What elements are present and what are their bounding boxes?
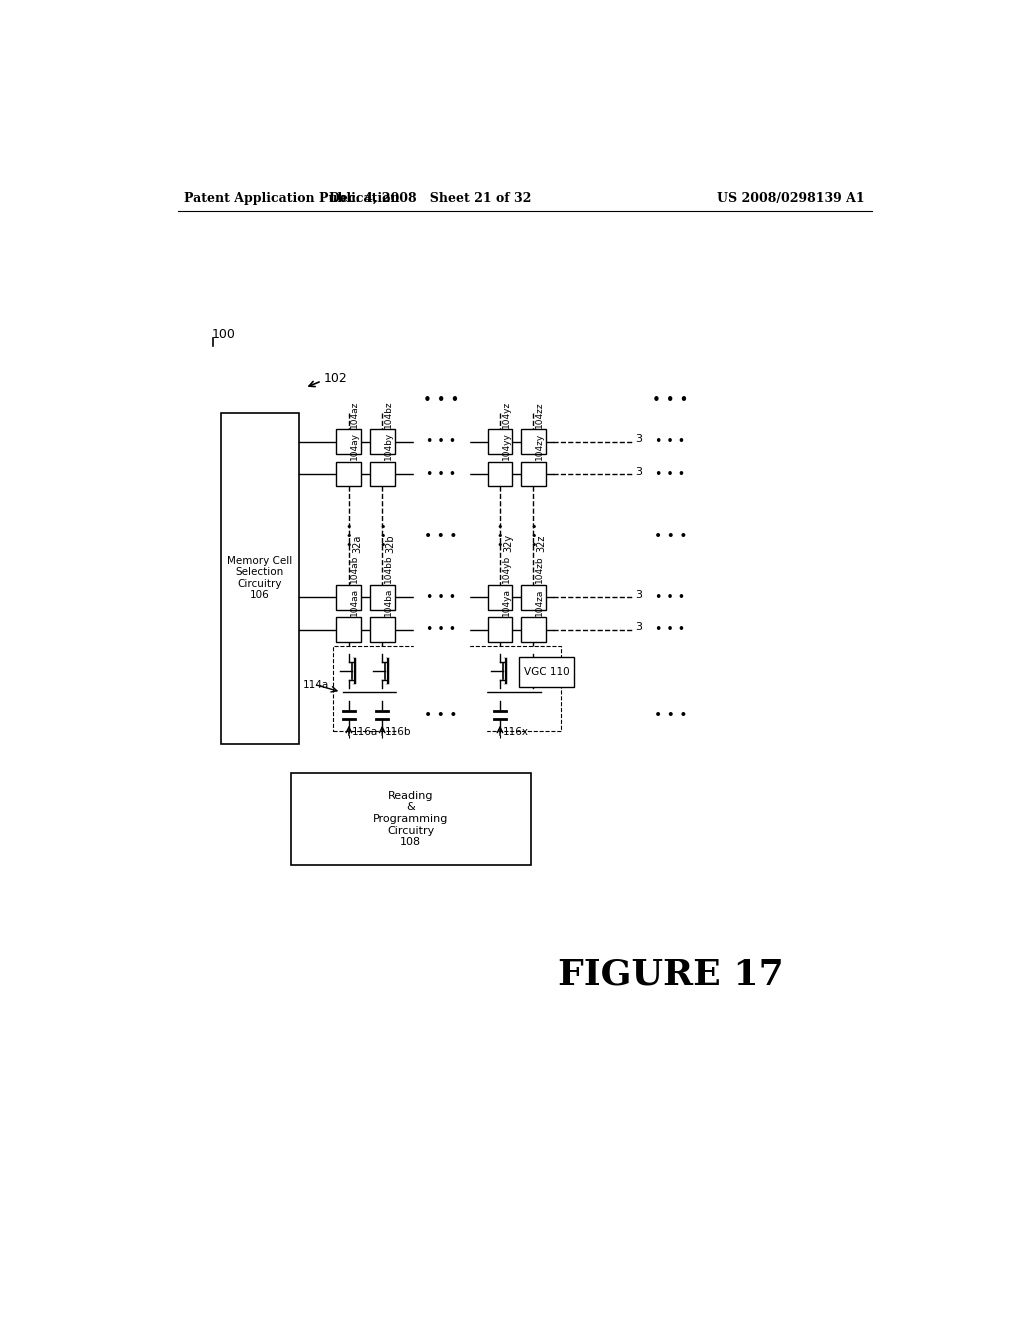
Bar <box>337 585 361 610</box>
Text: • • •: • • • <box>426 623 456 636</box>
Bar <box>370 462 394 487</box>
Text: 104zy: 104zy <box>535 433 544 461</box>
Text: •
•
•: • • • <box>379 521 385 550</box>
Text: 104yb: 104yb <box>502 556 511 583</box>
Text: 114a: 114a <box>302 681 329 690</box>
Text: • • •: • • • <box>653 708 687 722</box>
Text: 104bz: 104bz <box>384 400 393 428</box>
Bar <box>521 618 546 642</box>
Text: 116a: 116a <box>352 727 378 737</box>
Bar <box>291 774 531 866</box>
Text: 32z: 32z <box>537 535 547 552</box>
Text: •
•
•: • • • <box>346 521 352 550</box>
Bar <box>487 462 512 487</box>
Text: •
•
•: • • • <box>530 521 537 550</box>
Text: 32y: 32y <box>503 535 513 553</box>
Text: 32a: 32a <box>636 622 656 632</box>
Bar <box>370 429 394 454</box>
Text: • • •: • • • <box>655 467 685 480</box>
Bar <box>337 618 361 642</box>
Text: Patent Application Publication: Patent Application Publication <box>183 191 399 205</box>
Text: Dec. 4, 2008   Sheet 21 of 32: Dec. 4, 2008 Sheet 21 of 32 <box>329 191 531 205</box>
Text: US 2008/0298139 A1: US 2008/0298139 A1 <box>717 191 864 205</box>
Bar <box>370 618 394 642</box>
Bar <box>370 585 394 610</box>
Text: • • •: • • • <box>653 529 687 543</box>
Text: 104ab: 104ab <box>350 556 359 583</box>
Text: • • •: • • • <box>426 591 456 603</box>
Text: 104bb: 104bb <box>384 554 393 583</box>
Bar <box>521 462 546 487</box>
Text: 104ba: 104ba <box>384 587 393 615</box>
Text: 100: 100 <box>212 327 236 341</box>
Text: Memory Cell
Selection
Circuitry
106: Memory Cell Selection Circuitry 106 <box>227 556 293 601</box>
Text: •
•
•: • • • <box>497 521 503 550</box>
Text: 32y: 32y <box>636 467 656 477</box>
Bar <box>337 462 361 487</box>
Text: 104ay: 104ay <box>350 432 359 461</box>
Bar <box>337 429 361 454</box>
Text: 104yz: 104yz <box>502 401 511 428</box>
Text: 116x: 116x <box>503 727 529 737</box>
Text: 104aa: 104aa <box>350 587 359 615</box>
Bar <box>521 429 546 454</box>
Text: 104az: 104az <box>350 400 359 428</box>
Text: 104zz: 104zz <box>535 401 544 428</box>
Text: 104zb: 104zb <box>535 556 544 583</box>
Text: • • •: • • • <box>423 393 460 408</box>
Text: 32b: 32b <box>385 535 395 553</box>
Text: • • •: • • • <box>424 708 458 722</box>
Bar <box>221 413 299 743</box>
Bar <box>521 585 546 610</box>
Text: 104by: 104by <box>384 432 393 461</box>
Text: FIGURE 17: FIGURE 17 <box>558 957 783 991</box>
Text: 32a: 32a <box>352 535 361 553</box>
Text: 102: 102 <box>324 372 348 385</box>
Bar <box>487 618 512 642</box>
Text: Reading
&
Programming
Circuitry
108: Reading & Programming Circuitry 108 <box>373 791 449 847</box>
Text: • • •: • • • <box>426 467 456 480</box>
Text: 104yy: 104yy <box>502 433 511 461</box>
Text: • • •: • • • <box>655 623 685 636</box>
Text: 104za: 104za <box>535 589 544 615</box>
Bar <box>487 585 512 610</box>
Text: 116b: 116b <box>385 727 412 737</box>
Text: 104ya: 104ya <box>502 587 511 615</box>
Bar <box>487 429 512 454</box>
Text: • • •: • • • <box>655 436 685 449</box>
Text: VGC 110: VGC 110 <box>523 667 569 677</box>
Text: 32z: 32z <box>636 434 655 445</box>
Bar <box>518 657 574 686</box>
Text: • • •: • • • <box>655 591 685 603</box>
Text: 32b: 32b <box>636 590 656 601</box>
Bar <box>333 645 561 730</box>
Text: • • •: • • • <box>426 436 456 449</box>
Text: • • •: • • • <box>424 529 458 543</box>
Text: • • •: • • • <box>652 393 689 408</box>
